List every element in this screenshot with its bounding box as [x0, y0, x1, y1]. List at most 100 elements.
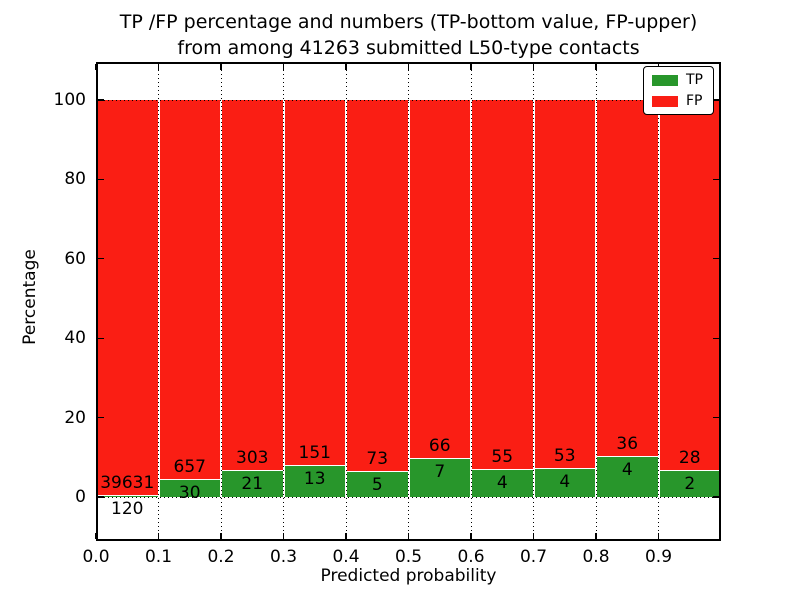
tp-bar-segment: [597, 456, 658, 497]
y-tick-mark: [98, 99, 104, 101]
tp-count-label: 4: [621, 460, 633, 480]
chart-title: TP /FP percentage and numbers (TP-bottom…: [96, 9, 721, 61]
tp-legend-swatch: [652, 74, 678, 86]
x-tick-mark-top: [470, 64, 472, 70]
y-tick-label: 0: [75, 487, 86, 507]
gridline-horizontal: [96, 100, 721, 101]
x-tick-mark-top: [157, 64, 160, 70]
axis-spine-bottom: [96, 539, 721, 541]
y-tick-label: 100: [53, 90, 86, 110]
fp-count-label: 53: [553, 446, 576, 466]
gridline-vertical: [345, 62, 347, 539]
legend-item-fp: FP: [652, 94, 703, 108]
tp-count-label: 30: [178, 483, 201, 503]
tp-bar-segment: [659, 470, 720, 497]
tp-count-label: 13: [303, 469, 326, 489]
x-tick-mark-top: [595, 64, 597, 70]
x-tick-mark: [345, 532, 347, 539]
fp-count-label: 28: [678, 448, 701, 468]
y-tick-mark-right: [713, 258, 719, 260]
fp-bar-segment: [472, 100, 533, 469]
chart-title-line2: from among 41263 submitted L50-type cont…: [177, 37, 640, 59]
tp-bar-segment: [97, 495, 158, 497]
gridline-vertical: [220, 62, 222, 539]
x-tick-mark-top: [95, 64, 97, 70]
y-tick-mark-right: [713, 178, 719, 181]
x-tick-mark-top: [532, 64, 535, 70]
fp-bar-segment: [597, 100, 658, 456]
axis-spine-right: [719, 62, 721, 541]
fp-count-label: 303: [236, 448, 269, 468]
fp-bar-segment: [534, 100, 595, 468]
tp-bar-segment: [534, 468, 595, 497]
gridline-vertical: [533, 62, 534, 539]
tp-bar-segment: [409, 458, 470, 497]
tp-legend-label: TP: [686, 72, 703, 88]
x-tick-mark: [157, 532, 160, 539]
fp-count-label: 36: [616, 434, 639, 454]
fp-count-label: 151: [298, 443, 331, 463]
tp-bar-segment: [159, 479, 220, 497]
axis-spine-top: [96, 62, 721, 64]
gridline-vertical: [470, 62, 472, 539]
x-tick-label: 0.0: [82, 547, 110, 567]
fp-bar-segment: [409, 100, 470, 458]
x-tick-label: 0.3: [269, 547, 298, 567]
fp-bar-segment: [222, 100, 283, 470]
tp-bar-segment: [284, 465, 345, 497]
fp-count-label: 73: [366, 449, 389, 469]
y-tick-mark: [98, 258, 104, 260]
fp-count-label: 39631: [100, 473, 155, 493]
chart-title-line1: TP /FP percentage and numbers (TP-bottom…: [119, 11, 698, 33]
y-tick-label: 20: [64, 407, 86, 428]
tp-count-label: 4: [559, 472, 571, 492]
y-tick-mark-right: [713, 337, 719, 339]
x-tick-mark: [532, 532, 535, 539]
gridline-vertical: [283, 62, 284, 539]
tp-bar-segment: [472, 469, 533, 497]
gridline-vertical: [408, 62, 409, 539]
y-tick-label: 40: [64, 328, 86, 349]
fp-legend-label: FP: [686, 93, 703, 109]
y-tick-mark: [98, 416, 104, 419]
x-tick-label: 0.9: [644, 547, 673, 567]
gridline-vertical: [158, 62, 159, 539]
tp-count-label: 5: [371, 475, 383, 495]
x-tick-mark: [595, 532, 597, 539]
fp-bar-segment: [97, 100, 158, 495]
x-tick-label: 0.6: [457, 547, 485, 567]
x-tick-mark-top: [407, 64, 410, 70]
y-tick-mark-right: [713, 99, 719, 101]
x-tick-mark: [95, 532, 97, 539]
gridline-vertical: [658, 62, 659, 539]
gridline-horizontal: [96, 497, 721, 498]
x-tick-mark-top: [345, 64, 347, 70]
tp-count-label: 2: [684, 474, 696, 494]
x-tick-mark: [657, 532, 660, 539]
y-tick-mark-right: [713, 496, 719, 498]
x-tick-mark: [407, 532, 410, 539]
x-tick-label: 0.2: [207, 547, 235, 567]
x-tick-label: 0.4: [332, 547, 360, 567]
y-tick-label: 60: [64, 248, 86, 269]
fp-count-label: 66: [428, 436, 451, 456]
tp-count-label: 21: [241, 474, 264, 494]
x-tick-label: 0.5: [394, 547, 423, 567]
x-tick-mark-top: [282, 64, 285, 70]
fp-bar-segment: [347, 100, 408, 471]
fp-bar-segment: [284, 100, 345, 465]
y-tick-label: 80: [64, 169, 86, 190]
fp-legend-swatch: [652, 95, 678, 107]
gridline-vertical: [595, 62, 597, 539]
fp-count-label: 55: [491, 447, 514, 467]
x-tick-label: 0.8: [582, 547, 610, 567]
x-tick-mark: [470, 532, 472, 539]
fp-count-label: 657: [173, 457, 206, 477]
x-tick-label: 0.1: [144, 547, 173, 567]
tp-bar-segment: [222, 470, 283, 497]
y-tick-mark-right: [713, 416, 719, 419]
tp-count-label: 4: [496, 473, 508, 493]
y-tick-mark: [98, 496, 104, 498]
plot-area: 39631 120 657 30 303 21 151 13 73 5 66 7 55 4 53 4 36 4 28…: [95, 62, 721, 541]
